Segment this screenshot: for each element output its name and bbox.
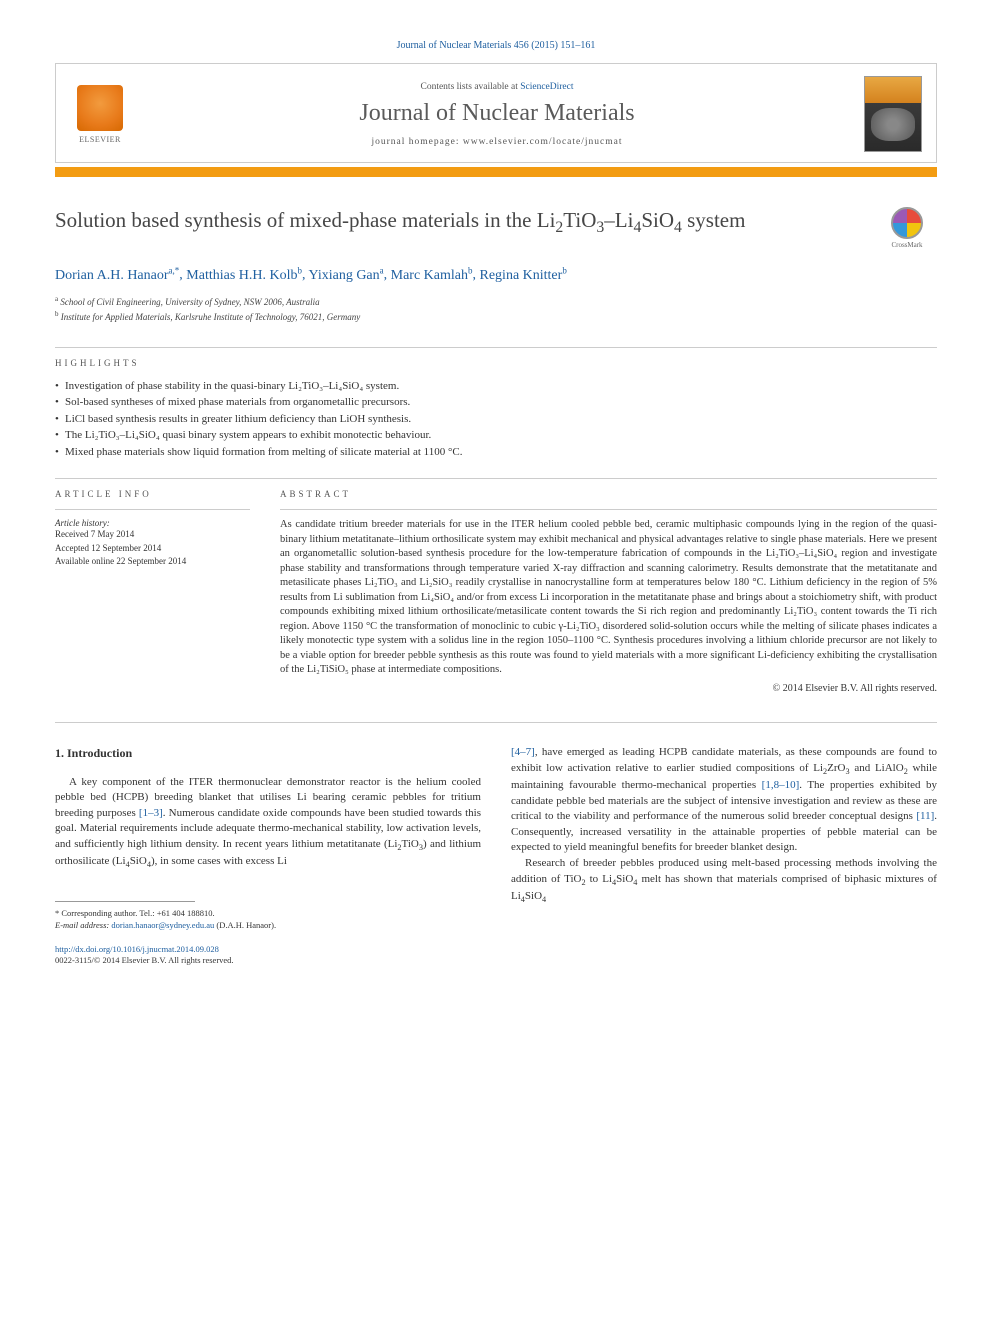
author[interactable]: Matthias H.H. Kolbb	[186, 268, 302, 283]
corresponding-author-footnote: * Corresponding author. Tel.: +61 404 18…	[55, 908, 481, 932]
homepage-url[interactable]: www.elsevier.com/locate/jnucmat	[463, 137, 623, 147]
ref-link[interactable]: [1–3]	[139, 807, 163, 819]
issn-copyright: 0022-3115/© 2014 Elsevier B.V. All right…	[55, 955, 481, 967]
journal-header: ELSEVIER Contents lists available at Sci…	[55, 63, 937, 163]
crossmark-badge[interactable]: CrossMark	[877, 207, 937, 249]
affiliation: a School of Civil Engineering, Universit…	[55, 294, 937, 310]
affiliation: b Institute for Applied Materials, Karls…	[55, 309, 937, 325]
divider	[55, 722, 937, 723]
divider	[55, 347, 937, 348]
abstract: ABSTRACT As candidate tritium breeder ma…	[280, 489, 937, 694]
journal-citation: Journal of Nuclear Materials 456 (2015) …	[55, 40, 937, 51]
ref-link[interactable]: [4–7]	[511, 746, 535, 758]
corr-tel: * Corresponding author. Tel.: +61 404 18…	[55, 908, 481, 920]
body-paragraph: Research of breeder pebbles produced usi…	[511, 856, 937, 905]
highlight-item: The Li₂TiO₃–Li₄SiO₄ quasi binary system …	[55, 427, 937, 444]
contents-prefix: Contents lists available at	[420, 82, 520, 92]
highlight-item: Sol-based syntheses of mixed phase mater…	[55, 394, 937, 411]
crossmark-label: CrossMark	[877, 241, 937, 249]
homepage-line: journal homepage: www.elsevier.com/locat…	[130, 137, 864, 147]
article-info: ARTICLE INFO Article history: Received 7…	[55, 489, 250, 694]
author[interactable]: Regina Knitterb	[480, 268, 567, 283]
history-label: Article history:	[55, 518, 250, 528]
article-title: Solution based synthesis of mixed-phase …	[55, 207, 865, 239]
footnote-divider	[55, 901, 195, 902]
accent-bar	[55, 167, 937, 177]
abstract-heading: ABSTRACT	[280, 489, 937, 499]
divider	[55, 478, 937, 479]
ref-link[interactable]: [1,8–10]	[762, 779, 800, 791]
introduction-heading: 1. Introduction	[55, 745, 481, 762]
ref-link[interactable]: [11]	[916, 810, 934, 822]
elsevier-logo: ELSEVIER	[70, 79, 130, 149]
body-paragraph: A key component of the ITER thermonuclea…	[55, 775, 481, 871]
author[interactable]: Yixiang Gana	[308, 268, 383, 283]
author[interactable]: Dorian A.H. Hanaora,*	[55, 268, 179, 283]
online-date: Available online 22 September 2014	[55, 555, 250, 569]
email-suffix: (D.A.H. Hanaor).	[216, 920, 276, 930]
contents-line: Contents lists available at ScienceDirec…	[130, 82, 864, 92]
highlights-heading: HIGHLIGHTS	[55, 358, 937, 368]
authors-line: Dorian A.H. Hanaora,*, Matthias H.H. Kol…	[55, 265, 937, 284]
received-date: Received 7 May 2014	[55, 528, 250, 542]
author[interactable]: Marc Kamlahb	[391, 268, 473, 283]
email-label: E-mail address:	[55, 920, 109, 930]
journal-name: Journal of Nuclear Materials	[130, 100, 864, 127]
highlight-item: LiCl based synthesis results in greater …	[55, 411, 937, 428]
doi-link[interactable]: http://dx.doi.org/10.1016/j.jnucmat.2014…	[55, 944, 219, 954]
elsevier-label: ELSEVIER	[79, 135, 121, 144]
abstract-copyright: © 2014 Elsevier B.V. All rights reserved…	[280, 683, 937, 694]
highlight-item: Investigation of phase stability in the …	[55, 378, 937, 395]
homepage-prefix: journal homepage:	[372, 137, 463, 147]
affiliations: a School of Civil Engineering, Universit…	[55, 294, 937, 325]
highlight-item: Mixed phase materials show liquid format…	[55, 444, 937, 461]
doi-block: http://dx.doi.org/10.1016/j.jnucmat.2014…	[55, 944, 481, 968]
sciencedirect-link[interactable]: ScienceDirect	[520, 82, 573, 92]
abstract-text: As candidate tritium breeder materials f…	[280, 509, 937, 677]
body-column-left: 1. Introduction A key component of the I…	[55, 745, 481, 967]
body-text: 1. Introduction A key component of the I…	[55, 745, 937, 967]
accepted-date: Accepted 12 September 2014	[55, 542, 250, 556]
body-column-right: [4–7], have emerged as leading HCPB cand…	[511, 745, 937, 967]
crossmark-icon	[891, 207, 923, 239]
body-paragraph: [4–7], have emerged as leading HCPB cand…	[511, 745, 937, 856]
journal-cover-thumbnail	[864, 76, 922, 152]
elsevier-tree-icon	[77, 85, 123, 131]
article-info-heading: ARTICLE INFO	[55, 489, 250, 499]
email-link[interactable]: dorian.hanaor@sydney.edu.au	[111, 920, 214, 930]
highlights-list: Investigation of phase stability in the …	[55, 378, 937, 461]
